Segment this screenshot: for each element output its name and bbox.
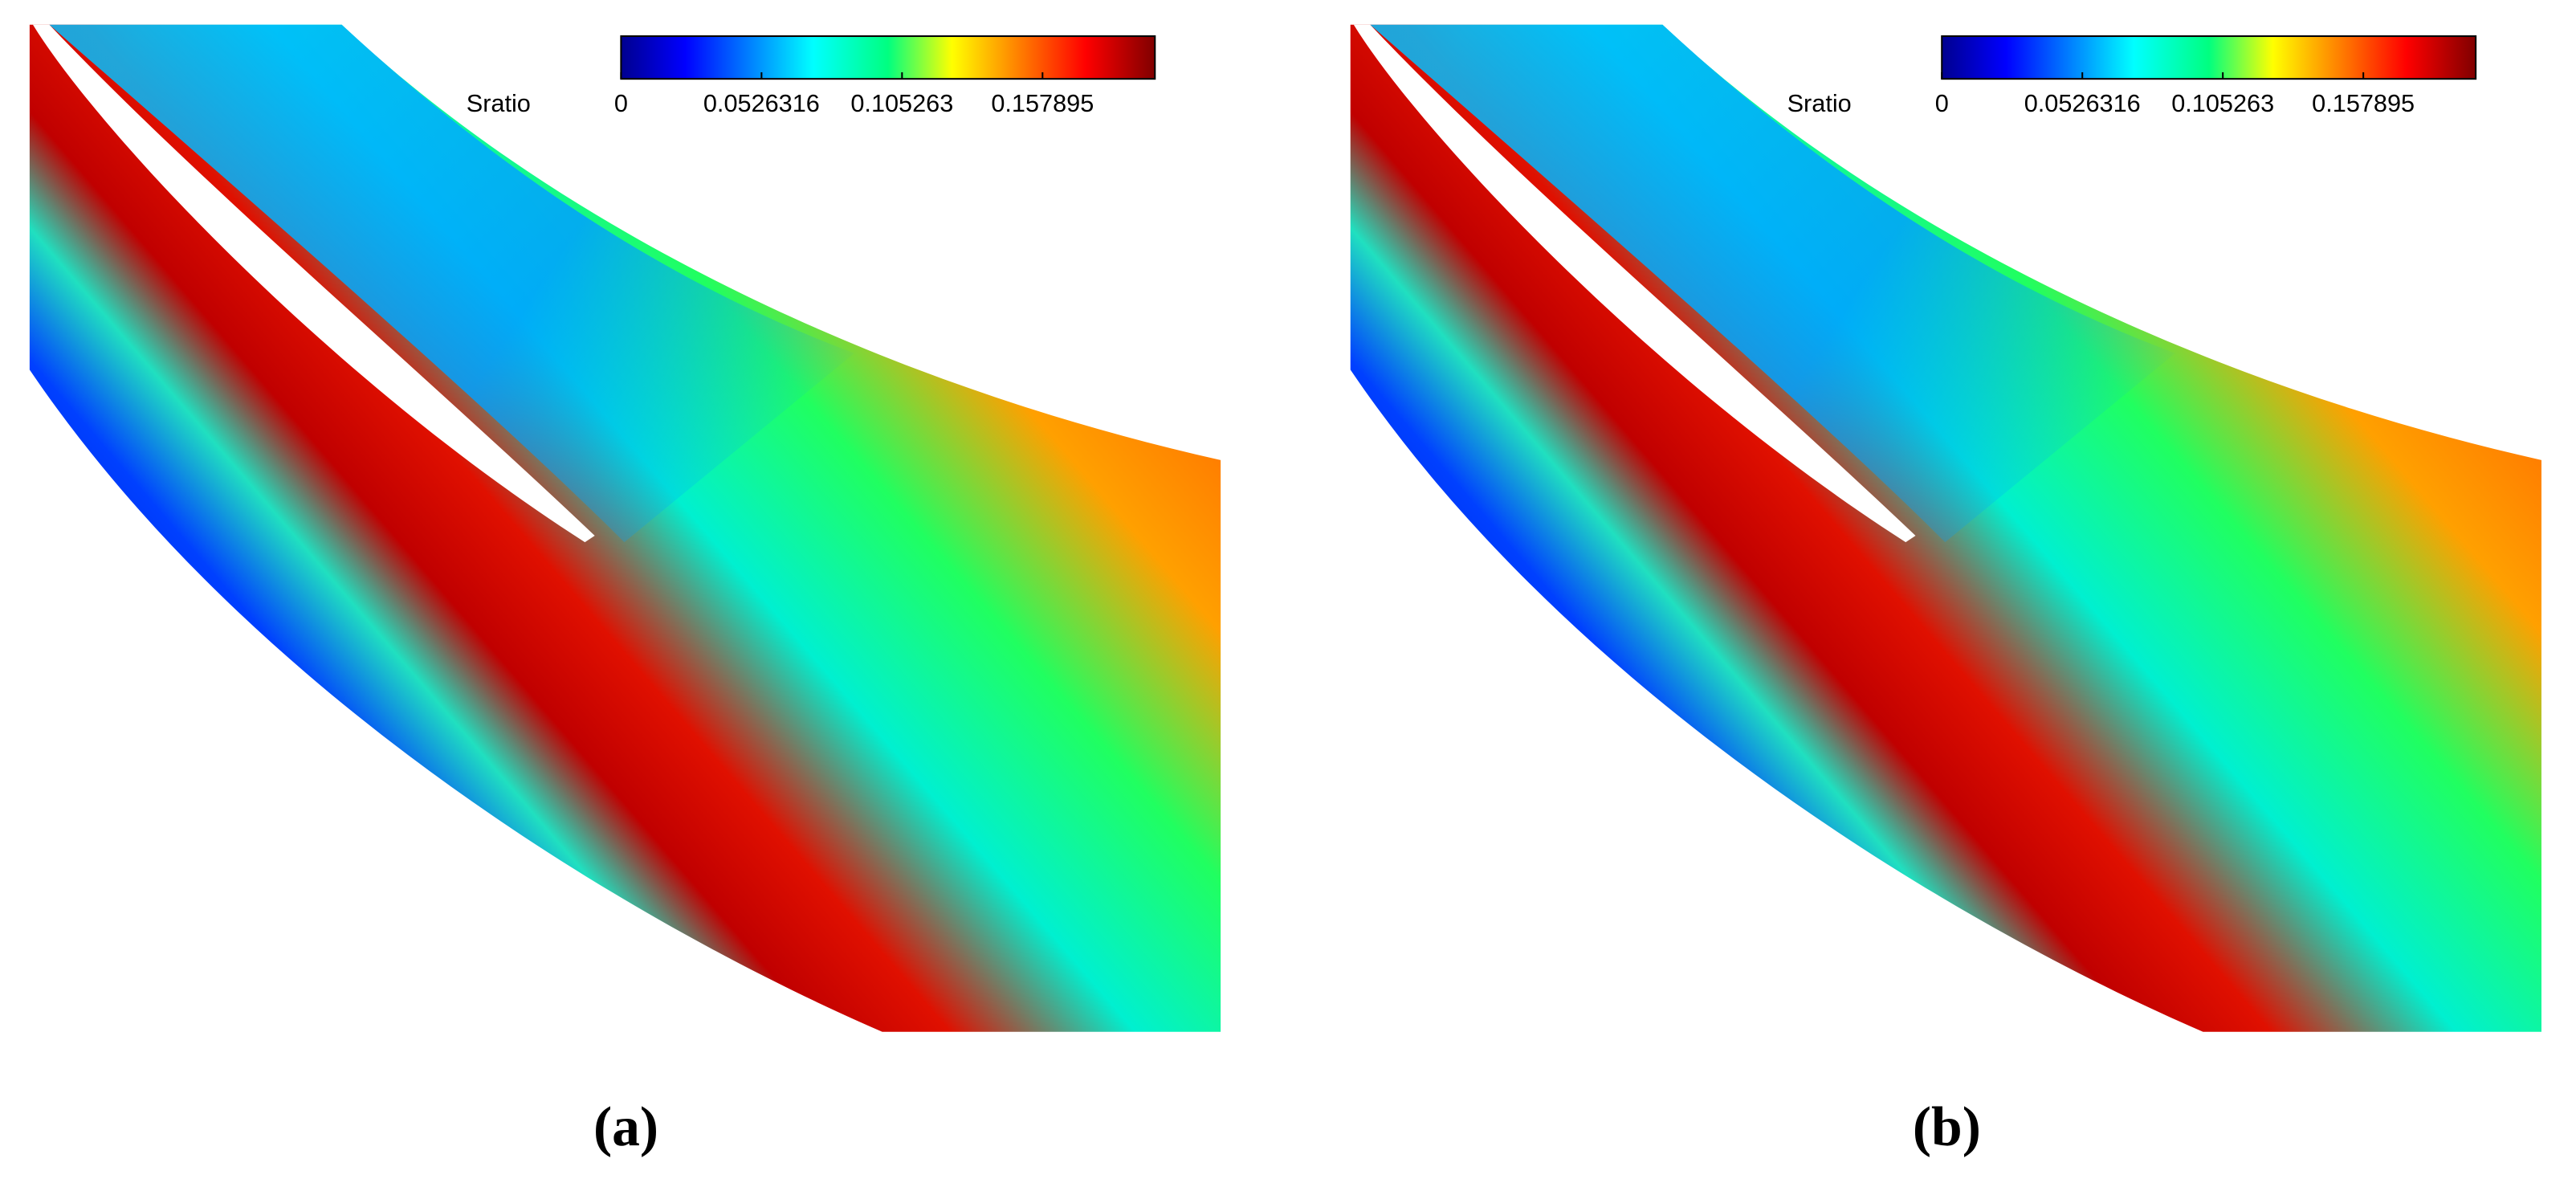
- colorbar-tick-label: 0.0526316: [2024, 89, 2141, 117]
- colorbar-tick-label: 0.157895: [2312, 89, 2415, 117]
- colorbar-tick-label: 0.105263: [850, 89, 953, 117]
- colorbar: [1941, 35, 2477, 80]
- panel-label: (a): [593, 1096, 658, 1158]
- upper-passage: [49, 24, 854, 543]
- colorbar-tick-label: 0: [1935, 89, 1949, 117]
- panel: Sratio 0 0.0526316 0.105263 0.157895 (a): [29, 24, 1221, 1158]
- colorbar-title: Sratio: [1787, 89, 1852, 117]
- blade: [32, 24, 595, 543]
- colorbar-tick-label: 0.0526316: [703, 89, 820, 117]
- blade: [1353, 24, 1916, 543]
- panel: Sratio 0 0.0526316 0.105263 0.157895 (b): [1350, 24, 2541, 1158]
- panel-label: (b): [1913, 1096, 1981, 1158]
- upper-passage: [1370, 24, 2175, 543]
- colorbar-tick-label: 0: [614, 89, 628, 117]
- colorbar: [620, 35, 1156, 80]
- colorbar-title: Sratio: [467, 89, 531, 117]
- colorbar-tick-label: 0.157895: [991, 89, 1094, 117]
- colorbar-tick-label: 0.105263: [2171, 89, 2274, 117]
